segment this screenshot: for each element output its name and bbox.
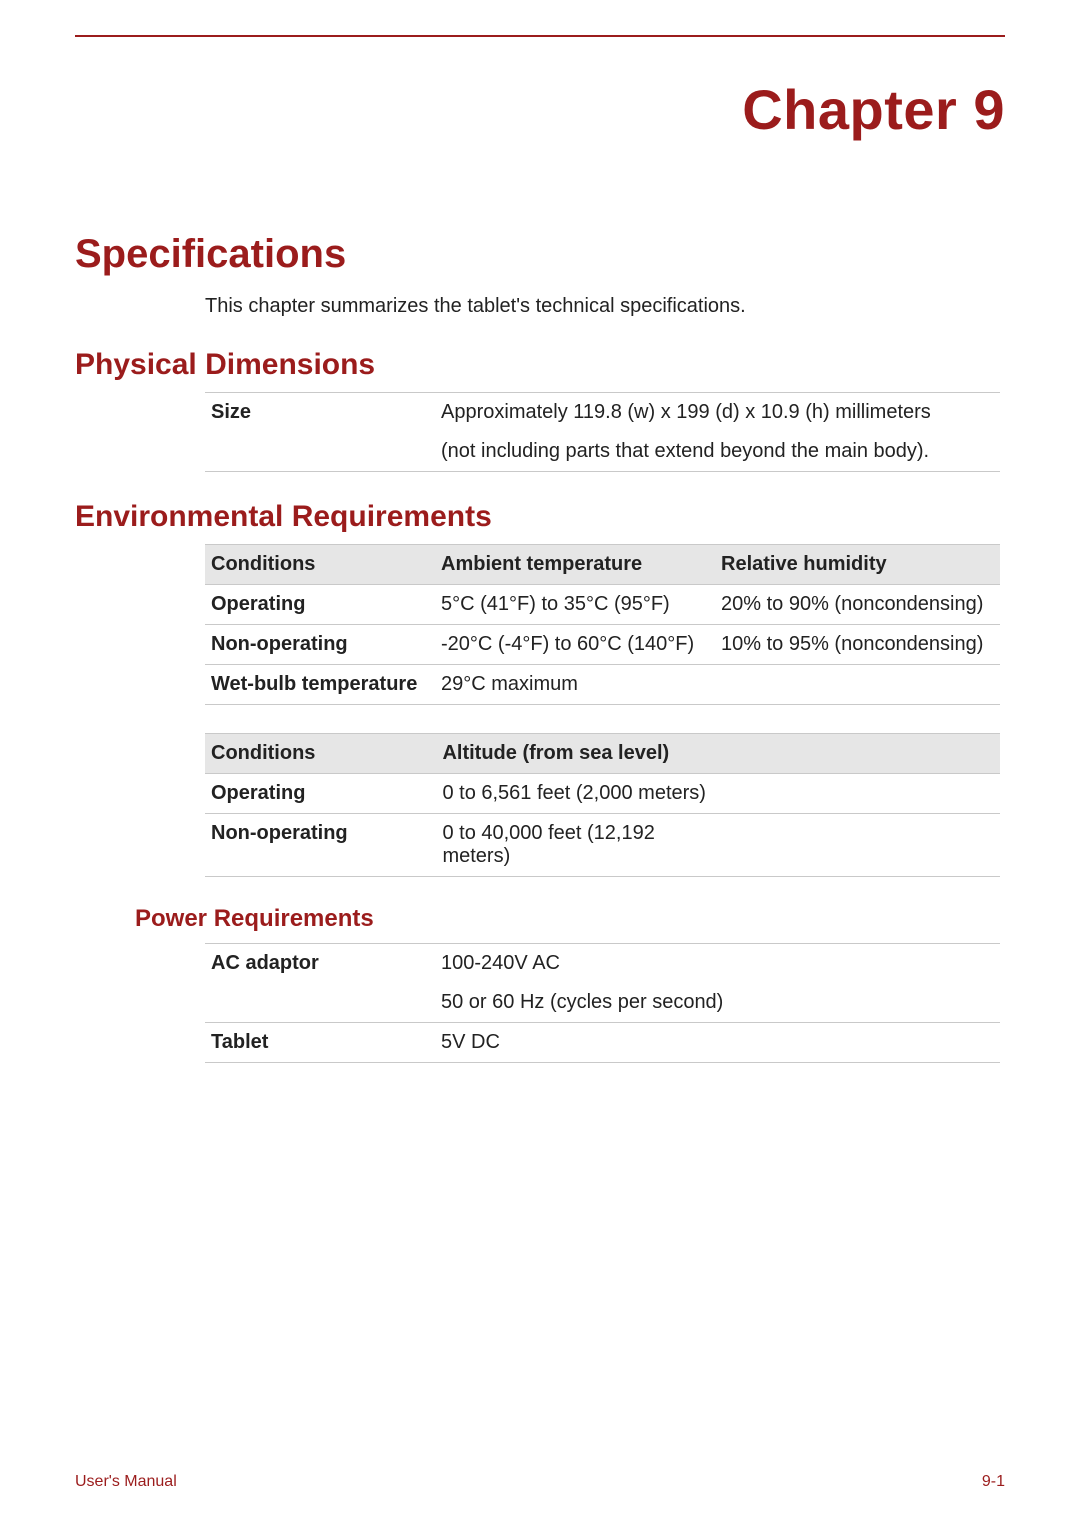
section-env-heading: Environmental Requirements <box>75 500 1005 534</box>
table-header-row: Conditions Altitude (from sea level) <box>205 734 1000 774</box>
env-altitude-table: Conditions Altitude (from sea level) Ope… <box>205 733 1000 877</box>
cell: 0 to 40,000 feet (12,192 meters) <box>436 814 1000 877</box>
cell: 50 or 60 Hz (cycles per second) <box>435 983 1000 1023</box>
table-row: Non-operating -20°C (-4°F) to 60°C (140°… <box>205 625 1000 665</box>
table-row: Non-operating 0 to 40,000 feet (12,192 m… <box>205 814 1000 877</box>
cell: Operating <box>205 774 436 814</box>
row-value: (not including parts that extend beyond … <box>435 432 1000 472</box>
table-row: Wet-bulb temperature 29°C maximum <box>205 665 1000 705</box>
chapter-number: Chapter 9 <box>75 77 1005 142</box>
cell: 20% to 90% (noncondensing) <box>715 585 1000 625</box>
col-header: Ambient temperature <box>435 545 715 585</box>
power-table: AC adaptor 100-240V AC 50 or 60 Hz (cycl… <box>205 943 1000 1063</box>
page: Chapter 9 Specifications This chapter su… <box>0 0 1080 1063</box>
footer-right: 9-1 <box>982 1473 1005 1491</box>
table-row: Operating 0 to 6,561 feet (2,000 meters) <box>205 774 1000 814</box>
footer-left: User's Manual <box>75 1473 177 1491</box>
section-power-heading: Power Requirements <box>135 905 1005 933</box>
cell: 10% to 95% (noncondensing) <box>715 625 1000 665</box>
col-header: Relative humidity <box>715 545 1000 585</box>
top-rule <box>75 35 1005 37</box>
row-value: Approximately 119.8 (w) x 199 (d) x 10.9… <box>435 393 1000 433</box>
row-label: Size <box>205 393 435 472</box>
col-header: Altitude (from sea level) <box>436 734 1000 774</box>
page-title: Specifications <box>75 232 1005 277</box>
intro-text: This chapter summarizes the tablet's tec… <box>205 295 1005 318</box>
cell: Non-operating <box>205 814 436 877</box>
cell: 29°C maximum <box>435 665 715 705</box>
cell: 5°C (41°F) to 35°C (95°F) <box>435 585 715 625</box>
page-footer: User's Manual 9-1 <box>75 1473 1005 1491</box>
table-row: Tablet 5V DC <box>205 1023 1000 1063</box>
cell: 5V DC <box>435 1023 1000 1063</box>
section-physical-heading: Physical Dimensions <box>75 348 1005 382</box>
table-row: Size Approximately 119.8 (w) x 199 (d) x… <box>205 393 1000 433</box>
env-temp-table: Conditions Ambient temperature Relative … <box>205 544 1000 705</box>
cell: Non-operating <box>205 625 435 665</box>
cell: 100-240V AC <box>435 944 1000 984</box>
col-header: Conditions <box>205 545 435 585</box>
cell: -20°C (-4°F) to 60°C (140°F) <box>435 625 715 665</box>
row-label: Tablet <box>205 1023 435 1063</box>
table-header-row: Conditions Ambient temperature Relative … <box>205 545 1000 585</box>
cell: Operating <box>205 585 435 625</box>
cell <box>715 665 1000 705</box>
cell: 0 to 6,561 feet (2,000 meters) <box>436 774 1000 814</box>
row-label: AC adaptor <box>205 944 435 1023</box>
col-header: Conditions <box>205 734 436 774</box>
table-row: Operating 5°C (41°F) to 35°C (95°F) 20% … <box>205 585 1000 625</box>
cell: Wet-bulb temperature <box>205 665 435 705</box>
physical-dimensions-table: Size Approximately 119.8 (w) x 199 (d) x… <box>205 392 1000 472</box>
table-row: AC adaptor 100-240V AC <box>205 944 1000 984</box>
